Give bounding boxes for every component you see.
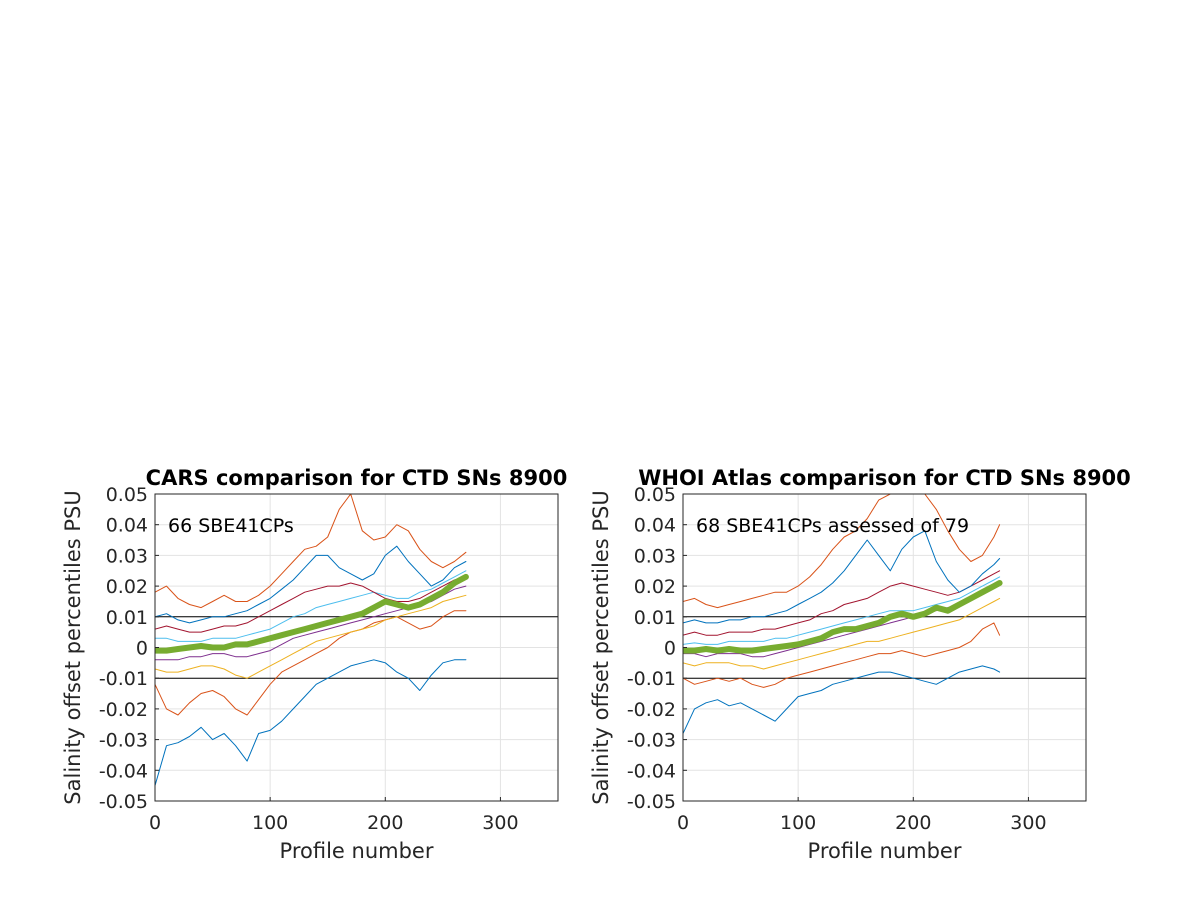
percentile-series-line-7 bbox=[683, 494, 1001, 609]
y-ticks: -0.05 -0.04 -0.03 -0.02 -0.01 0 0.01 0.02 0.03 0.… bbox=[627, 484, 687, 813]
x-tick-label: 200 bbox=[895, 812, 931, 834]
percentile-series-line-0 bbox=[683, 665, 1001, 734]
y-tick-label: 0 bbox=[664, 638, 676, 660]
x-ticks: 0 100 200 300 bbox=[149, 797, 519, 834]
percentile-series-line-2 bbox=[683, 597, 1001, 670]
y-axis-label: Salinity offset percentiles PSU bbox=[61, 490, 85, 804]
chart-title: WHOI Atlas comparison for CTD SNs 8900 bbox=[638, 466, 1131, 490]
y-tick-label: -0.02 bbox=[627, 699, 676, 721]
x-tick-label: 300 bbox=[1010, 812, 1046, 834]
percentile-series-line-5 bbox=[155, 576, 467, 633]
percentile-series-line-5 bbox=[683, 570, 1001, 636]
y-tick-label: -0.04 bbox=[99, 760, 148, 782]
y-tick-label: 0.04 bbox=[106, 515, 148, 537]
y-ticks: -0.05 -0.04 -0.03 -0.02 -0.01 0 0.01 0.02 0.03 0.… bbox=[99, 484, 159, 813]
y-tick-label: -0.03 bbox=[99, 730, 148, 752]
y-tick-label: 0.03 bbox=[634, 545, 676, 567]
percentile-series-line-6 bbox=[683, 530, 1001, 624]
x-axis-label: Profile number bbox=[280, 839, 434, 863]
percentile-series-line-4 bbox=[683, 576, 1001, 645]
x-axis-label: Profile number bbox=[808, 839, 962, 863]
float-count-annotation: 66 SBE41CPs bbox=[168, 515, 294, 537]
y-tick-label: -0.03 bbox=[627, 730, 676, 752]
y-tick-label: 0.04 bbox=[634, 515, 676, 537]
series-lines bbox=[155, 494, 469, 787]
whoi-atlas-comparison-panel: 0 100 200 300 -0.05 -0.04 -0.03 -0.02 -0.01 0 0.0… bbox=[589, 466, 1131, 863]
median-series-line bbox=[155, 573, 469, 654]
percentile-series-line-7 bbox=[155, 494, 467, 609]
x-tick-label: 100 bbox=[252, 812, 288, 834]
y-tick-label: -0.01 bbox=[99, 668, 148, 690]
y-tick-label: 0.02 bbox=[634, 576, 676, 598]
float-count-annotation: 68 SBE41CPs assessed of 79 bbox=[696, 515, 969, 537]
y-tick-label: 0.01 bbox=[106, 607, 148, 629]
y-tick-label: -0.05 bbox=[99, 791, 148, 813]
chart-title: CARS comparison for CTD SNs 8900 bbox=[146, 466, 568, 490]
y-tick-label: -0.02 bbox=[99, 699, 148, 721]
median-series-line bbox=[683, 580, 1003, 654]
percentile-series-line-4 bbox=[155, 570, 467, 642]
percentile-series-line-6 bbox=[155, 545, 467, 624]
y-tick-label: -0.04 bbox=[627, 760, 676, 782]
y-tick-label: 0.02 bbox=[106, 576, 148, 598]
percentile-series-line-0 bbox=[155, 659, 467, 787]
x-tick-label: 0 bbox=[677, 812, 689, 834]
x-tick-label: 300 bbox=[482, 812, 518, 834]
y-tick-label: 0 bbox=[136, 638, 148, 660]
percentile-series-line-2 bbox=[155, 594, 467, 679]
y-axis-label: Salinity offset percentiles PSU bbox=[589, 490, 613, 804]
y-tick-label: 0.03 bbox=[106, 545, 148, 567]
percentile-series-line-1 bbox=[155, 610, 467, 716]
series-lines bbox=[683, 494, 1003, 734]
x-tick-label: 100 bbox=[780, 812, 816, 834]
x-tick-label: 200 bbox=[367, 812, 403, 834]
percentile-series-line-1 bbox=[683, 622, 1001, 688]
y-tick-label: 0.01 bbox=[634, 607, 676, 629]
y-tick-label: 0.05 bbox=[634, 484, 676, 506]
y-tick-label: -0.01 bbox=[627, 668, 676, 690]
x-tick-label: 0 bbox=[149, 812, 161, 834]
y-tick-label: 0.05 bbox=[106, 484, 148, 506]
y-tick-label: -0.05 bbox=[627, 791, 676, 813]
x-ticks: 0 100 200 300 bbox=[677, 797, 1047, 834]
cars-comparison-panel: 0 100 200 300 -0.05 -0.04 -0.03 -0.02 -0.01 0 0.0… bbox=[61, 466, 567, 863]
